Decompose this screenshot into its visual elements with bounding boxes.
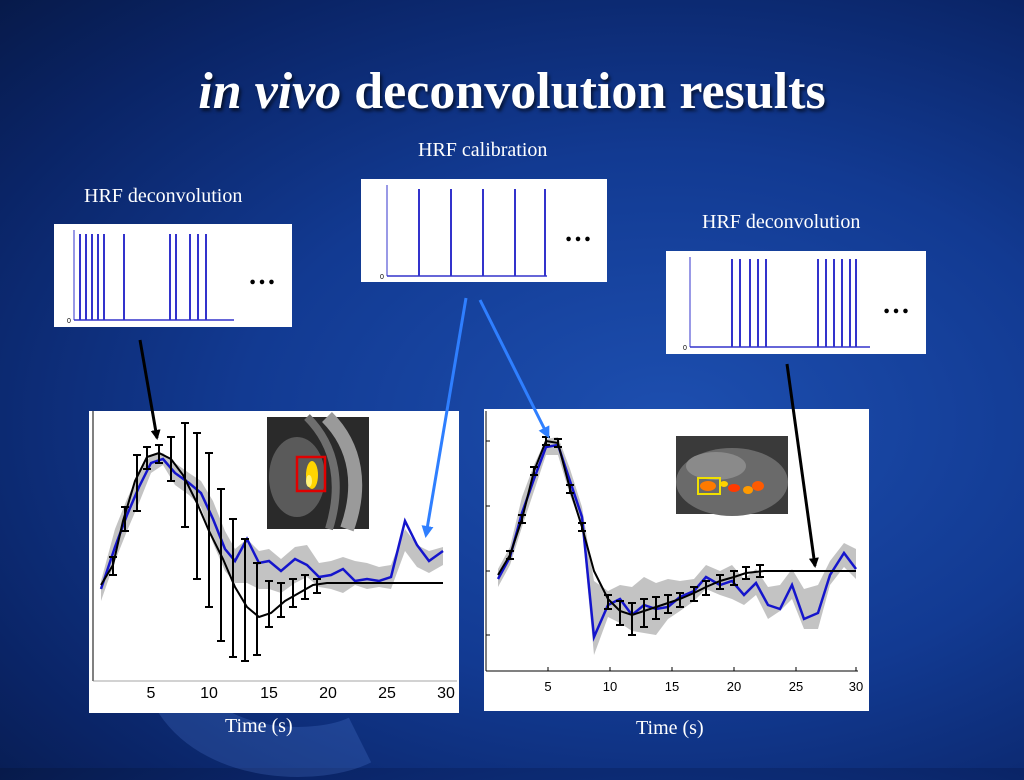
left-xtick-30: 30 [437,685,455,702]
right-zero-tick: 0 [683,345,687,352]
right-ellipsis: … [882,289,910,320]
left-spike-train-svg: 0 [67,230,234,325]
right-xtick-10: 10 [603,679,617,694]
center-spike-train-svg: 0 [380,185,547,281]
left-xtick-25: 25 [378,685,396,702]
right-xtick-20: 20 [727,679,741,694]
left-hrf-result-plot: 5 10 15 20 25 30 [89,411,459,713]
right-spike-train-svg: 0 [683,257,870,352]
title-italic: in vivo [198,63,342,120]
left-xtick-20: 20 [319,685,337,702]
right-roi-box [697,477,721,495]
left-xtick-10: 10 [200,685,218,702]
left-spike-train-panel: 0 … [54,224,292,327]
right-xtick-25: 25 [789,679,803,694]
left-xtick-15: 15 [260,685,278,702]
title-rest: deconvolution results [354,63,826,120]
right-xtick-30: 30 [849,679,863,694]
left-zero-tick: 0 [67,318,71,325]
label-hrf-calibration: HRF calibration [418,139,548,161]
right-hrf-plot-svg: 5 10 15 20 25 30 [485,411,863,694]
left-xaxis-label: Time (s) [225,715,293,737]
slide-title: in vivo deconvolution results [0,62,1024,121]
center-ellipsis: … [564,217,592,248]
right-hrf-result-plot: 5 10 15 20 25 30 [484,409,869,711]
label-right-deconvolution: HRF deconvolution [702,211,861,233]
center-zero-tick: 0 [380,274,384,281]
right-brain-slice-image [676,436,788,516]
left-brain-slice-image [267,412,369,532]
right-xaxis-label: Time (s) [636,717,704,739]
left-xtick-5: 5 [147,685,156,702]
left-roi-box [295,455,327,493]
right-xtick-15: 15 [665,679,679,694]
label-left-deconvolution: HRF deconvolution [84,185,243,207]
right-xtick-5: 5 [544,679,551,694]
left-hrf-plot-svg: 5 10 15 20 25 30 [92,411,457,702]
right-spike-train-panel: 0 … [666,251,926,354]
left-ellipsis: … [248,260,276,291]
center-calibration-panel: 0 … [361,179,607,282]
